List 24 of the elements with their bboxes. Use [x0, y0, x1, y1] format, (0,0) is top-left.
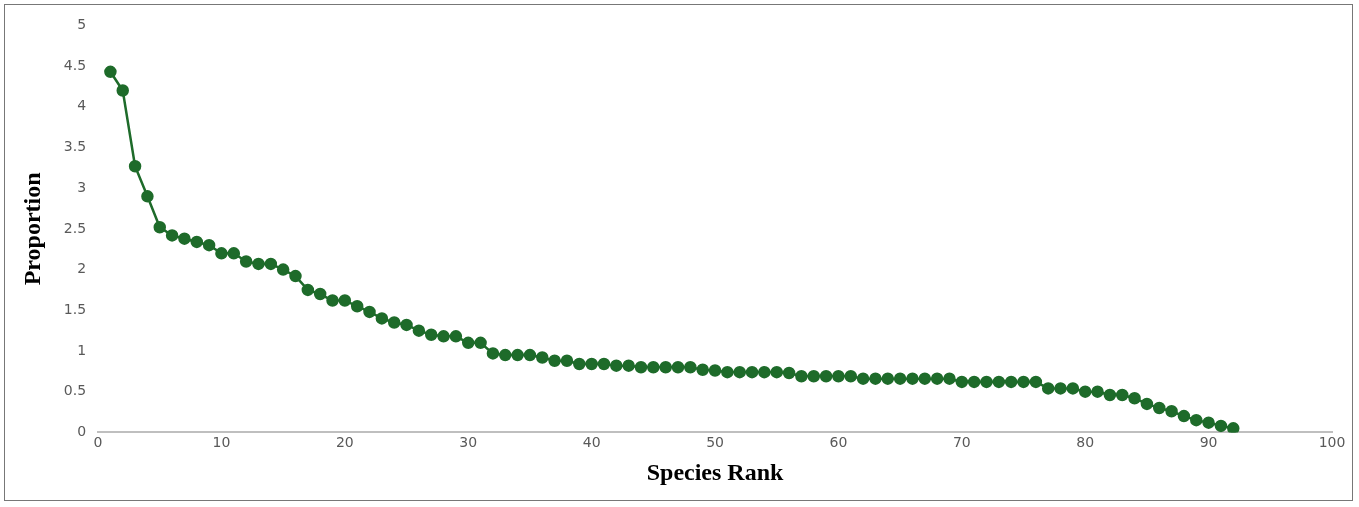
y-tick-label: 1.5 — [63, 300, 87, 317]
x-axis-title: Species Rank — [646, 458, 785, 485]
y-tick-label: 0 — [77, 423, 87, 440]
x-tick-label: 40 — [582, 434, 601, 451]
x-tick-label: 80 — [1076, 434, 1095, 451]
y-tick-label: 3 — [77, 178, 87, 195]
y-tick-label: 4 — [77, 97, 87, 114]
x-tick-label: 0 — [93, 434, 103, 451]
y-tick-label: 0.5 — [63, 382, 87, 399]
x-tick-label: 20 — [335, 434, 354, 451]
y-tick-label: 2 — [77, 260, 87, 277]
y-tick-label: 1 — [77, 341, 87, 358]
x-tick-label: 50 — [706, 434, 724, 451]
y-tick-label: 4.5 — [63, 56, 87, 73]
x-tick-label: 100 — [1318, 434, 1346, 451]
y-tick-label: 3.5 — [63, 138, 87, 155]
x-tick-label: 60 — [829, 434, 848, 451]
y-axis-title: Proportion — [18, 172, 45, 286]
x-tick-label: 10 — [212, 434, 231, 451]
y-tick-label: 5 — [77, 16, 87, 33]
x-tick-label: 90 — [1199, 434, 1218, 451]
x-tick-label: 70 — [952, 434, 971, 451]
y-tick-label: 2.5 — [63, 219, 87, 236]
x-tick-label: 30 — [459, 434, 478, 451]
